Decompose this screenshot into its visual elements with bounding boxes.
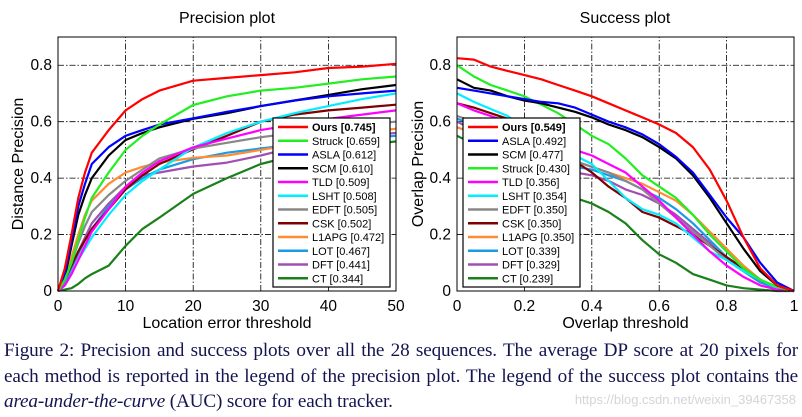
legend-entry: DFT [0.441]	[278, 260, 370, 272]
legend-entry: SCM [0.610]	[278, 163, 373, 175]
legend-label: Struck [0.659]	[312, 136, 380, 148]
legend-entry: LOT [0.339]	[468, 246, 560, 258]
legend-label: SCM [0.610]	[312, 163, 373, 175]
legend-label: CT [0.239]	[502, 273, 553, 285]
y-tick-label: 0.2	[429, 227, 451, 244]
x-tick-label: 20	[185, 298, 203, 315]
success-plot: Success plot 0 0.2 0.4 0.6 0.8 1 0 0.2 0.4 0.6 0.8 O…	[410, 10, 798, 332]
x-tick-label: 0.4	[581, 298, 603, 315]
y-tick-label: 0.4	[30, 170, 52, 187]
legend-entry: Ours [0.549]	[468, 122, 566, 134]
legend-label: TLD [0.356]	[502, 177, 559, 189]
x-tick-label: 0	[453, 298, 462, 315]
legend-label: EDFT [0.350]	[502, 205, 567, 217]
x-tick-label: 0.6	[648, 298, 670, 315]
y-tick-label: 0.4	[429, 170, 451, 187]
legend-label: EDFT [0.505]	[312, 205, 377, 217]
precision-plot: Precision plot 0 10 20 30 40 50 0 0.2 0.4 0.6 0.8 Lo…	[10, 10, 405, 332]
legend-entry: LSHT [0.354]	[468, 191, 567, 203]
legend-entry: CSK [0.350]	[468, 218, 561, 230]
legend-entry: EDFT [0.505]	[278, 205, 377, 217]
legend-label: TLD [0.509]	[312, 177, 369, 189]
legend-entry: EDFT [0.350]	[468, 205, 567, 217]
plot-title: Precision plot	[179, 10, 276, 27]
legend-label: LSHT [0.354]	[502, 191, 567, 203]
legend-label: LOT [0.467]	[312, 246, 370, 258]
y-tick-label: 0.8	[30, 57, 52, 74]
series-line-struck	[57, 75, 397, 292]
caption-italic: area-under-the-curve	[4, 391, 166, 412]
legend-label: Ours [0.745]	[312, 122, 376, 134]
legend-label: L1APG [0.472]	[312, 232, 384, 244]
legend-box	[272, 117, 391, 288]
legend-entry: TLD [0.509]	[278, 177, 369, 189]
legend-entry: Struck [0.430]	[468, 163, 570, 175]
legend-label: ASLA [0.612]	[312, 150, 376, 162]
legend-label: DFT [0.329]	[502, 260, 560, 272]
legend-entry: Struck [0.659]	[278, 136, 380, 148]
y-tick-label: 0.8	[429, 57, 451, 74]
legend-entry: L1APG [0.472]	[278, 232, 384, 244]
legend-entry: L1APG [0.350]	[468, 232, 574, 244]
legend-entry: ASLA [0.612]	[278, 150, 376, 162]
y-axis-label: Distance Precision	[10, 98, 27, 231]
series-line-csk	[57, 103, 397, 292]
legend-entry: CT [0.239]	[468, 273, 553, 285]
legend-box	[462, 117, 581, 288]
y-tick-label: 0.6	[429, 114, 451, 131]
x-tick-label: 40	[320, 298, 338, 315]
axes-frame	[57, 36, 397, 292]
legend-label: ASLA [0.492]	[502, 136, 566, 148]
legend-entry: SCM [0.477]	[468, 150, 563, 162]
figure-caption: Figure 2: Precision and success plots ov…	[4, 338, 798, 415]
x-tick-label: 30	[252, 298, 270, 315]
x-tick-label: 0	[54, 298, 63, 315]
y-tick-label: 0	[43, 283, 52, 300]
plot-title: Success plot	[580, 10, 671, 27]
legend-label: Struck [0.430]	[502, 163, 570, 175]
caption-text-2: (AUC) score for each tracker.	[165, 391, 393, 412]
legend-label: CSK [0.350]	[502, 218, 561, 230]
legend: Ours [0.549] ASLA [0.492] SCM [0.477]Struc…	[462, 117, 581, 288]
legend-entry: LOT [0.467]	[278, 246, 370, 258]
x-tick-label: 1	[790, 298, 799, 315]
x-tick-label: 0.8	[716, 298, 738, 315]
legend-label: L1APG [0.350]	[502, 232, 574, 244]
legend-label: CT [0.344]	[312, 273, 363, 285]
legend-entry: DFT [0.329]	[468, 260, 560, 272]
legend-entry: Ours [0.745]	[278, 122, 376, 134]
series-line-asla	[456, 86, 795, 292]
y-axis-label: Overlap Precision	[410, 101, 427, 227]
legend-label: DFT [0.441]	[312, 260, 370, 272]
x-tick-label: 50	[387, 298, 405, 315]
series-line-ours	[56, 62, 397, 292]
legend-entry: LSHT [0.508]	[278, 191, 377, 203]
legend-entry: ASLA [0.492]	[468, 136, 566, 148]
axes-frame	[456, 36, 795, 292]
y-tick-label: 0	[442, 283, 451, 300]
legend: Ours [0.745] Struck [0.659] ASLA [0.612]SC…	[272, 117, 391, 288]
series-line-struck	[456, 64, 795, 293]
legend-label: LOT [0.339]	[502, 246, 560, 258]
series-line-ours	[456, 57, 795, 293]
legend-entry: TLD [0.356]	[468, 177, 559, 189]
legend-label: Ours [0.549]	[502, 122, 566, 134]
legend-label: SCM [0.477]	[502, 150, 563, 162]
series-line-asla	[56, 89, 397, 292]
legend-entry: CT [0.344]	[278, 273, 363, 285]
x-tick-label: 0.2	[514, 298, 536, 315]
y-tick-label: 0.6	[30, 114, 52, 131]
x-axis-label: Overlap threshold	[562, 315, 688, 332]
x-axis-label: Location error threshold	[143, 315, 312, 332]
caption-text-1: Figure 2: Precision and success plots ov…	[4, 340, 798, 387]
watermark: https://blog.csdn.net/weixin_39467358	[574, 392, 796, 407]
legend-entry: CSK [0.502]	[278, 218, 371, 230]
legend-label: LSHT [0.508]	[312, 191, 377, 203]
x-tick-label: 10	[117, 298, 135, 315]
y-tick-label: 0.2	[30, 227, 52, 244]
legend-label: CSK [0.502]	[312, 218, 371, 230]
